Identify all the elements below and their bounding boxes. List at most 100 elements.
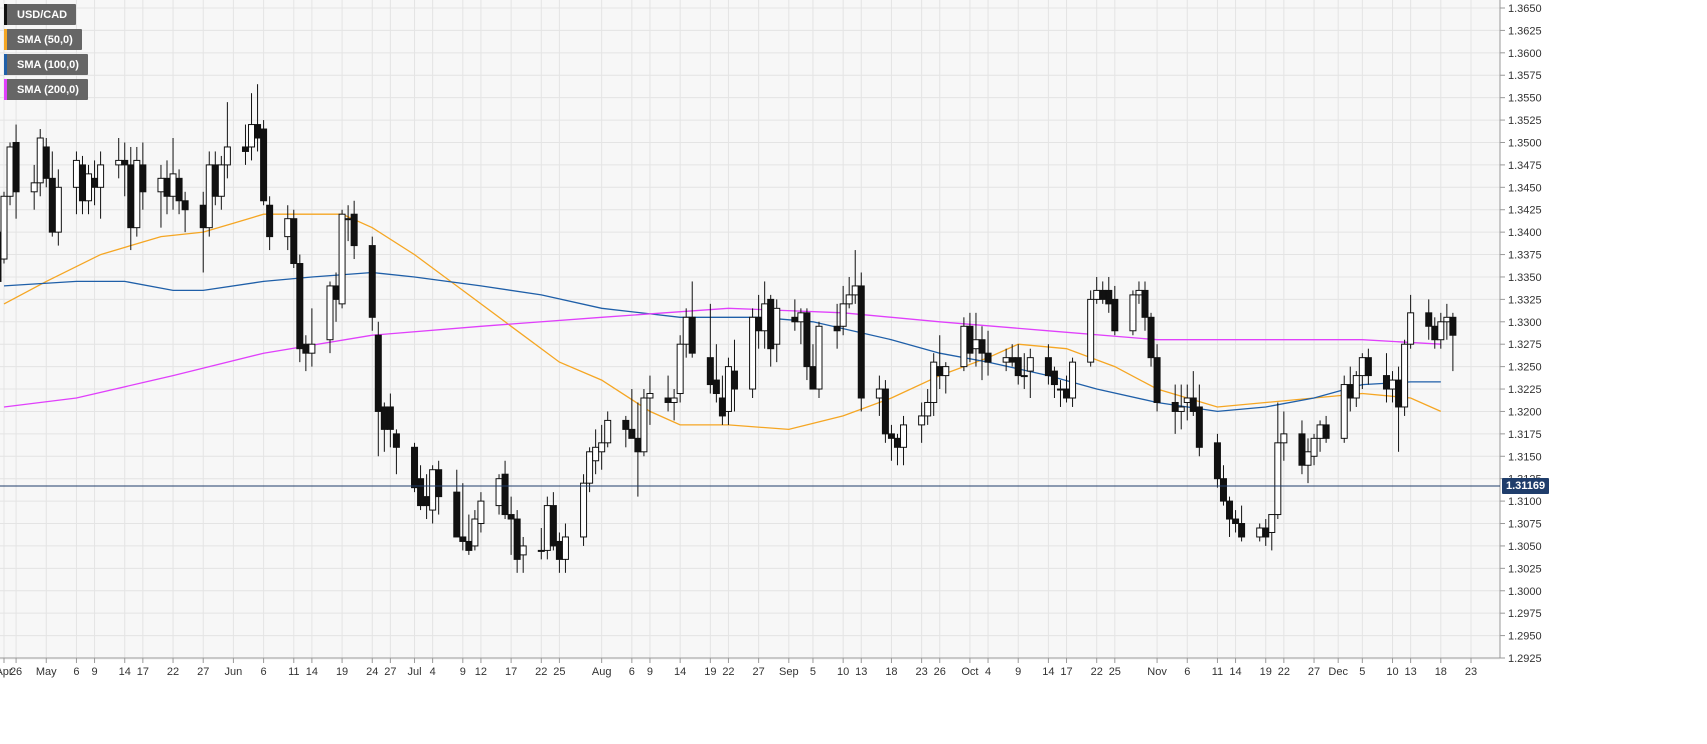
candle	[435, 460, 443, 515]
candle	[1274, 402, 1282, 520]
candle-body-down	[1213, 442, 1221, 480]
candle-body-up	[1087, 298, 1095, 363]
candle-body-up	[676, 343, 684, 395]
candle	[133, 146, 141, 237]
candle	[1268, 514, 1276, 551]
candle-body-up	[972, 339, 980, 350]
candle	[513, 510, 521, 573]
y-tick-label: 1.3650	[1508, 3, 1542, 15]
candle	[598, 424, 606, 470]
x-tick-label: 6	[1184, 666, 1190, 678]
candle	[417, 465, 425, 511]
candle-body-down	[809, 366, 817, 390]
legend-item-usdcad[interactable]: USD/CAD	[4, 4, 77, 25]
candle-body-down	[966, 325, 974, 354]
x-tick-label: 26	[934, 666, 946, 678]
x-tick-label: 27	[1308, 666, 1320, 678]
legend-item-sma50[interactable]: SMA (50,0)	[4, 29, 82, 50]
candle	[1141, 281, 1149, 331]
candle	[857, 272, 865, 412]
candle-body-up	[1002, 357, 1010, 363]
candle-body-up	[640, 397, 648, 453]
x-tick-label: 4	[430, 666, 436, 678]
candle	[368, 236, 376, 331]
candle-body-up	[429, 469, 437, 511]
candle-body-up	[344, 218, 352, 221]
candle-body-up	[598, 442, 606, 453]
candle	[30, 164, 38, 210]
candle-body-down	[688, 316, 696, 354]
candle-body-up	[217, 164, 225, 197]
candle-body-down	[42, 146, 50, 179]
candle	[839, 285, 847, 336]
candle-body-down	[1395, 379, 1403, 408]
candle	[338, 209, 346, 309]
x-tick-label: Sep	[779, 666, 799, 678]
candle-body-down	[1219, 478, 1227, 502]
legend-label-sma50: SMA (50,0)	[17, 33, 73, 46]
candle	[1310, 433, 1318, 466]
candle-body-up	[1135, 289, 1143, 296]
candle-body-up	[845, 294, 853, 305]
candle-body-up	[495, 478, 503, 507]
candle-body-up	[960, 325, 968, 368]
candle	[646, 375, 654, 425]
candle-body-down	[296, 263, 304, 350]
candle-body-up	[592, 446, 600, 462]
candle-body-up	[537, 549, 545, 552]
x-tick-label: 27	[753, 666, 765, 678]
y-tick-label: 1.3050	[1508, 541, 1542, 553]
x-tick-label: 18	[1435, 666, 1447, 678]
candle-body-down	[1382, 375, 1390, 390]
candle	[815, 321, 823, 398]
candle-body-down	[127, 164, 135, 229]
candle-body-down	[1431, 325, 1439, 341]
candle-body-up	[6, 146, 14, 197]
candle-body-up	[670, 397, 678, 403]
candle-body-down	[350, 213, 358, 247]
legend-item-sma200[interactable]: SMA (200,0)	[4, 79, 88, 100]
candle	[392, 429, 400, 475]
candle-body-down	[634, 437, 642, 453]
candle-body-up	[1401, 343, 1409, 408]
candle-body-down	[302, 343, 310, 354]
candle-body-up	[930, 361, 938, 403]
candle	[1232, 510, 1240, 533]
candle	[0, 191, 8, 264]
candle-body-down	[368, 245, 376, 318]
candle	[241, 124, 249, 165]
candle-body-down	[12, 141, 20, 193]
candle-body-down	[1425, 312, 1433, 327]
candle-body-down	[91, 177, 99, 188]
candle	[42, 138, 50, 188]
candle-body-down	[791, 316, 799, 323]
candle-body-down	[936, 366, 944, 377]
candle-body-down	[1195, 406, 1203, 448]
y-tick-label: 1.3325	[1508, 294, 1542, 306]
candle	[580, 474, 588, 546]
candle	[803, 308, 811, 381]
x-tick-label: 14	[1229, 666, 1241, 678]
y-tick-label: 1.3400	[1508, 227, 1542, 239]
candle-body-down	[199, 204, 207, 229]
y-tick-label: 1.3600	[1508, 48, 1542, 60]
candle-body-down	[1322, 424, 1330, 439]
candle	[942, 362, 950, 394]
x-tick-label: 6	[261, 666, 267, 678]
candle-body-up	[1177, 406, 1185, 412]
legend-item-sma100[interactable]: SMA (100,0)	[4, 54, 88, 75]
x-tick-label: Jul	[407, 666, 421, 678]
candle	[706, 303, 714, 394]
candle-body-up	[1129, 294, 1137, 332]
x-tick-label: 25	[1109, 666, 1121, 678]
x-tick-label: 17	[1060, 666, 1072, 678]
candle	[712, 344, 720, 403]
x-tick-label: 23	[916, 666, 928, 678]
candle	[1352, 371, 1360, 407]
x-tick-label: 22	[167, 666, 179, 678]
y-tick-label: 1.3625	[1508, 25, 1542, 37]
candle-body-down	[435, 469, 443, 498]
candle	[217, 155, 225, 210]
legend-swatch-sma200	[4, 79, 7, 100]
candle-body-down	[1147, 316, 1155, 359]
